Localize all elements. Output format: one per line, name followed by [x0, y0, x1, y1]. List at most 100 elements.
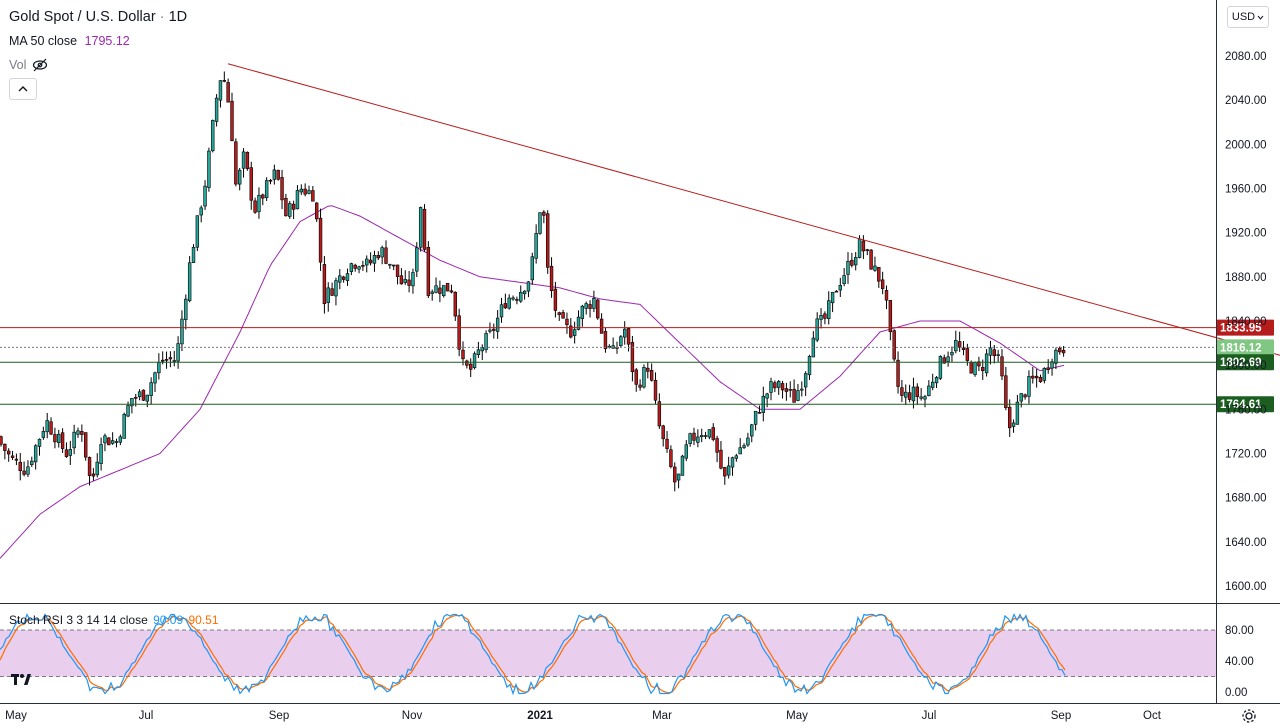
candle	[384, 240, 388, 265]
candle	[880, 271, 885, 295]
candle	[938, 355, 943, 380]
candle	[911, 377, 916, 409]
candle-body	[30, 460, 34, 465]
candle	[153, 371, 157, 392]
candle	[30, 456, 34, 468]
candle	[592, 290, 596, 312]
candle	[60, 428, 65, 453]
candle	[807, 354, 812, 380]
candle-body	[22, 470, 26, 475]
price-tick-label: 2040.00	[1225, 95, 1267, 107]
candle-body	[857, 238, 862, 258]
candle-body	[314, 202, 319, 220]
candle	[1031, 366, 1035, 384]
candle	[992, 345, 997, 364]
candle-body	[288, 203, 292, 217]
candle	[561, 309, 565, 319]
candle	[1023, 393, 1027, 400]
candle-body	[904, 391, 908, 398]
collapse-legend-button[interactable]	[9, 78, 37, 100]
ma-label: MA 50 close	[9, 34, 78, 48]
candle-body	[338, 275, 342, 283]
candle-body	[41, 431, 46, 438]
candle-body	[861, 240, 866, 252]
candle-body	[476, 349, 481, 355]
candle-body	[157, 361, 161, 374]
candle	[526, 281, 531, 298]
candle-body	[276, 170, 280, 180]
candle	[827, 291, 831, 325]
candle	[896, 351, 900, 394]
candle-body	[519, 291, 523, 302]
tradingview-logo-icon[interactable]	[10, 671, 32, 692]
candle	[64, 442, 69, 458]
candle-body	[68, 449, 73, 456]
candle-body	[503, 303, 508, 309]
price-pane[interactable]	[0, 63, 1280, 559]
candle	[37, 438, 42, 456]
candle-body	[18, 461, 22, 472]
candle	[1054, 347, 1058, 370]
candle-body	[334, 280, 338, 297]
candle-body	[776, 381, 781, 388]
candle	[642, 364, 646, 389]
candle-body	[103, 435, 107, 444]
candle-body	[495, 317, 500, 332]
candle	[453, 291, 457, 321]
candle-body	[873, 265, 877, 271]
candle	[915, 383, 920, 405]
eye-hidden-icon[interactable]	[32, 58, 48, 72]
candle	[850, 252, 854, 268]
candle-body	[261, 194, 265, 199]
candle-body	[688, 433, 692, 444]
candle-body	[422, 208, 427, 250]
candle	[22, 461, 26, 477]
candle-body	[480, 347, 484, 352]
candle-body	[64, 449, 69, 457]
candle	[465, 359, 469, 369]
candle	[45, 412, 49, 439]
candle-body	[1011, 422, 1016, 427]
candle-body	[542, 211, 546, 216]
candle-body	[187, 262, 192, 301]
chevron-down-icon	[1257, 15, 1264, 20]
candle-body	[207, 150, 211, 188]
candle	[738, 438, 742, 455]
candle-body	[345, 273, 350, 281]
candle-body	[37, 438, 42, 447]
candle	[1050, 358, 1054, 376]
candle	[811, 331, 816, 358]
candle	[957, 331, 962, 352]
candle-body	[180, 318, 184, 345]
currency-selector[interactable]: USD	[1227, 6, 1269, 28]
candle	[199, 205, 203, 223]
candle-body	[834, 290, 839, 293]
candle	[830, 291, 835, 313]
candle	[422, 204, 427, 252]
candle-body	[449, 290, 454, 293]
gear-icon[interactable]	[1240, 707, 1258, 725]
candle-body	[538, 212, 542, 234]
candle-body	[341, 276, 346, 280]
candle	[630, 335, 635, 382]
candle-body	[853, 257, 858, 266]
candle	[688, 432, 692, 447]
candle	[164, 351, 169, 369]
candle	[750, 423, 754, 443]
ma-legend: MA 50 close 1795.12	[9, 34, 130, 48]
stoch-pane[interactable]	[0, 612, 1216, 696]
candle	[576, 310, 581, 331]
candle-body	[488, 329, 492, 332]
candle-body	[388, 263, 392, 266]
candle	[457, 308, 461, 357]
candle	[649, 363, 654, 382]
candle	[846, 252, 850, 284]
candle-body	[877, 266, 881, 282]
candle	[703, 431, 708, 440]
candle	[480, 344, 484, 361]
candle-body	[576, 316, 581, 330]
candle-body	[596, 299, 600, 319]
candle-body	[642, 366, 646, 388]
candle-body	[253, 200, 257, 213]
